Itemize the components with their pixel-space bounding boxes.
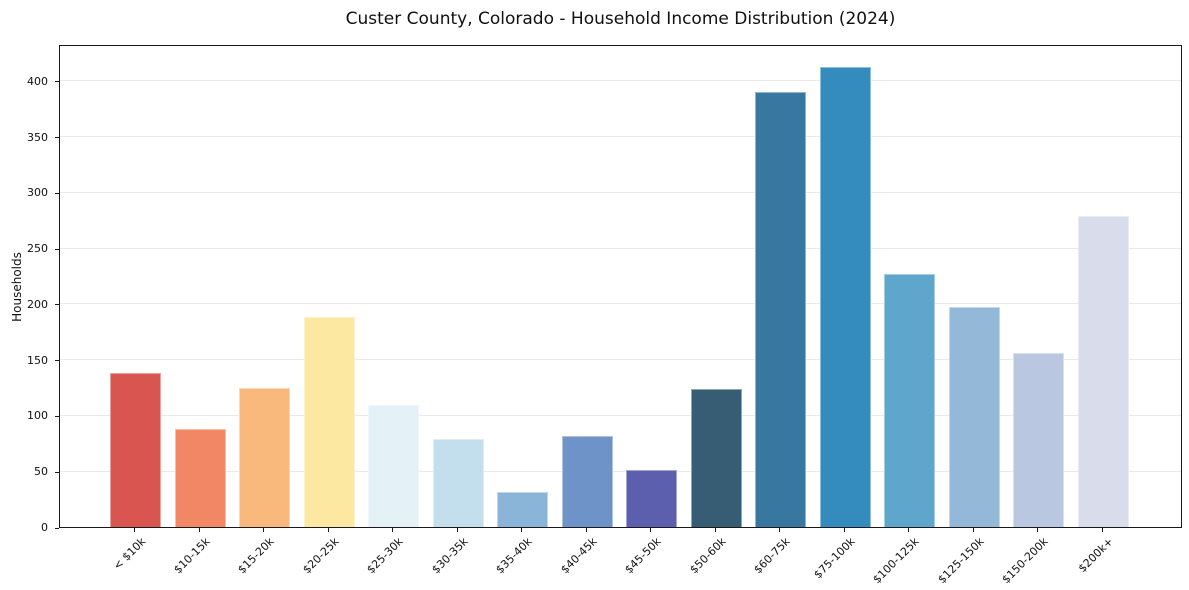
gridline [60,247,1181,249]
x-tick-mark [1037,528,1039,532]
x-tick-label: $10-15k [171,535,213,577]
x-tick-mark [779,528,781,532]
y-tick-mark [55,81,59,83]
y-tick-mark [55,192,59,194]
y-tick-label: 0 [41,521,48,534]
x-tick-mark [327,528,329,532]
x-tick-mark [263,528,265,532]
x-tick-mark [843,528,845,532]
y-tick-mark [55,471,59,473]
gridline [60,359,1181,361]
bar-$125-150k [948,307,1000,527]
y-tick-mark [55,415,59,417]
x-tick-label: $125-150k [935,535,987,587]
gridline [60,414,1181,416]
y-tick-label: 400 [27,74,48,88]
y-axis-label: Households [10,251,25,322]
bar-$75-100k [819,67,871,527]
x-tick-label: $75-100k [811,535,858,582]
bar-$10-15k [174,429,226,527]
x-tick-label: $200k+ [1075,535,1116,576]
x-tick-label: $20-25k [300,535,342,577]
x-tick-mark [392,528,394,532]
bar-$35-40k [497,492,549,527]
y-tick-label: 300 [27,186,48,200]
x-tick-mark [1101,528,1103,532]
bar-$150-200k [1013,353,1065,527]
x-tick-label: $40-45k [558,535,600,577]
bar-$30-35k [432,439,484,527]
gridline [60,136,1181,138]
x-tick-label: $35-40k [493,535,535,577]
y-tick-label: 200 [27,297,48,311]
x-tick-label: $100-125k [870,535,922,587]
chart-title: Custer County, Colorado - Household Inco… [345,9,896,29]
y-tick-label: 100 [27,409,48,423]
plot-area [59,45,1182,528]
y-tick-label: 150 [27,353,48,367]
y-tick-mark [55,360,59,362]
y-tick-label: 50 [34,465,48,479]
y-tick-label: 350 [27,130,48,144]
bar-$50-60k [690,389,742,527]
y-tick-mark [55,248,59,250]
bar-$40-45k [561,436,613,527]
x-tick-mark [972,528,974,532]
y-tick-label: 250 [27,242,48,256]
bar-$25-30k [368,405,420,527]
bar-$15-20k [239,388,291,527]
gridline [60,80,1181,82]
y-axis-label-wrap: Households [0,45,34,528]
bar-$20-25k [303,317,355,527]
x-tick-label: $60-75k [751,535,793,577]
x-tick-mark [521,528,523,532]
gridline [60,470,1181,472]
bar-$45-50k [626,470,678,527]
y-tick-mark [55,137,59,139]
x-tick-mark [198,528,200,532]
x-tick-mark [714,528,716,532]
x-tick-mark [456,528,458,532]
x-tick-label: $15-20k [235,535,277,577]
bar-$60-75k [755,92,807,527]
x-tick-mark [134,528,136,532]
bar-< $10k [110,373,162,527]
bar-$200k+ [1077,216,1129,527]
x-tick-label: $30-35k [429,535,471,577]
x-tick-label: $150-200k [999,535,1051,587]
gridline [60,303,1181,305]
x-tick-label: $25-30k [364,535,406,577]
x-tick-mark [908,528,910,532]
x-tick-mark [585,528,587,532]
y-tick-mark [55,527,59,529]
x-tick-label: < $10k [110,535,148,573]
x-tick-label: $45-50k [622,535,664,577]
y-tick-mark [55,304,59,306]
x-tick-label: $50-60k [687,535,729,577]
x-tick-mark [650,528,652,532]
gridline [60,191,1181,193]
bar-$100-125k [884,274,936,527]
